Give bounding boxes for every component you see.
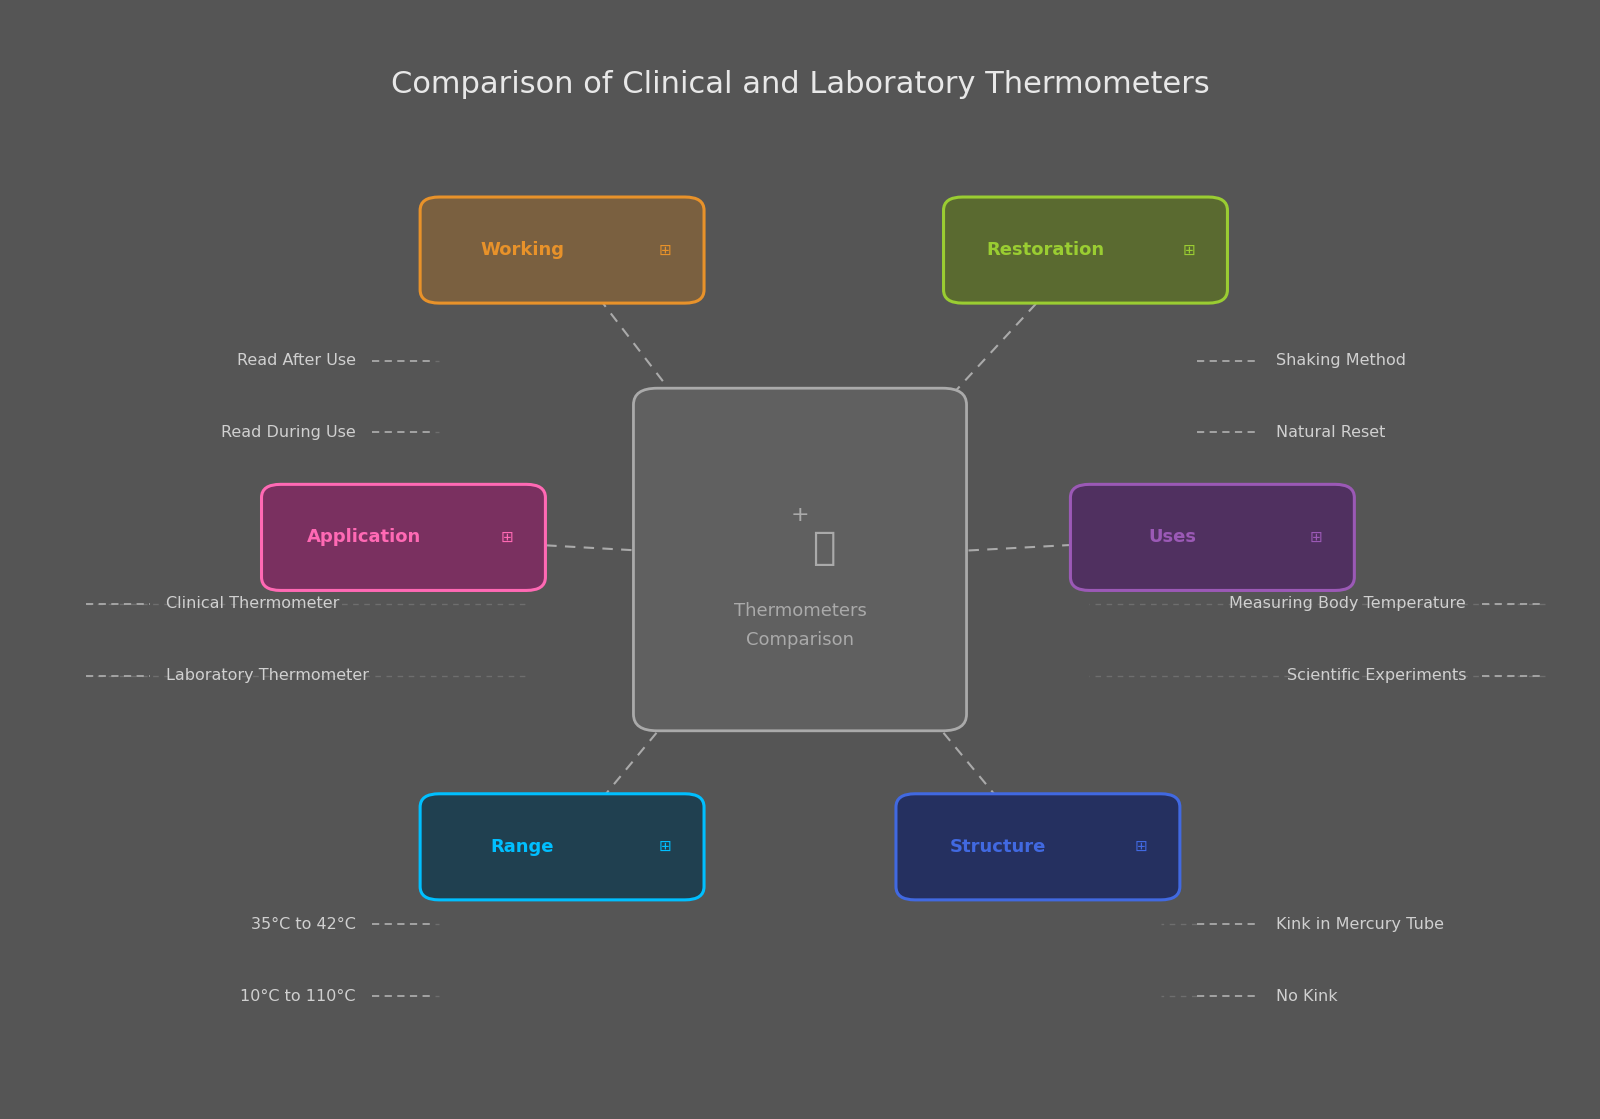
Text: ⊞: ⊞: [1309, 530, 1322, 545]
Text: Measuring Body Temperature: Measuring Body Temperature: [1229, 596, 1466, 611]
Text: Range: Range: [491, 838, 554, 856]
Text: +: +: [790, 506, 810, 525]
FancyBboxPatch shape: [944, 197, 1227, 303]
FancyBboxPatch shape: [1070, 485, 1354, 591]
Text: Scientific Experiments: Scientific Experiments: [1286, 668, 1466, 683]
FancyBboxPatch shape: [634, 388, 966, 731]
FancyBboxPatch shape: [261, 485, 546, 591]
Text: Shaking Method: Shaking Method: [1275, 354, 1406, 368]
Text: Structure: Structure: [950, 838, 1046, 856]
Text: Read After Use: Read After Use: [237, 354, 355, 368]
Text: Natural Reset: Natural Reset: [1275, 425, 1386, 440]
Text: ⊞: ⊞: [1182, 243, 1195, 257]
FancyBboxPatch shape: [896, 793, 1179, 900]
Text: Clinical Thermometer: Clinical Thermometer: [165, 596, 339, 611]
Text: Working: Working: [480, 241, 565, 260]
Text: Restoration: Restoration: [987, 241, 1106, 260]
Text: Read During Use: Read During Use: [221, 425, 355, 440]
Text: Comparison of Clinical and Laboratory Thermometers: Comparison of Clinical and Laboratory Th…: [390, 69, 1210, 98]
Text: 10°C to 110°C: 10°C to 110°C: [240, 988, 355, 1004]
Text: Thermometers
Comparison: Thermometers Comparison: [733, 602, 867, 649]
Text: Uses: Uses: [1149, 528, 1197, 546]
Text: 35°C to 42°C: 35°C to 42°C: [251, 916, 355, 932]
Text: ⊞: ⊞: [501, 530, 514, 545]
Text: ⊞: ⊞: [659, 243, 672, 257]
Text: 🌡: 🌡: [813, 529, 835, 567]
Text: Kink in Mercury Tube: Kink in Mercury Tube: [1275, 916, 1443, 932]
FancyBboxPatch shape: [421, 793, 704, 900]
Text: Application: Application: [307, 528, 421, 546]
FancyBboxPatch shape: [421, 197, 704, 303]
Text: ⊞: ⊞: [1134, 839, 1147, 854]
Text: Laboratory Thermometer: Laboratory Thermometer: [165, 668, 368, 683]
Text: No Kink: No Kink: [1275, 988, 1338, 1004]
Text: ⊞: ⊞: [659, 839, 672, 854]
